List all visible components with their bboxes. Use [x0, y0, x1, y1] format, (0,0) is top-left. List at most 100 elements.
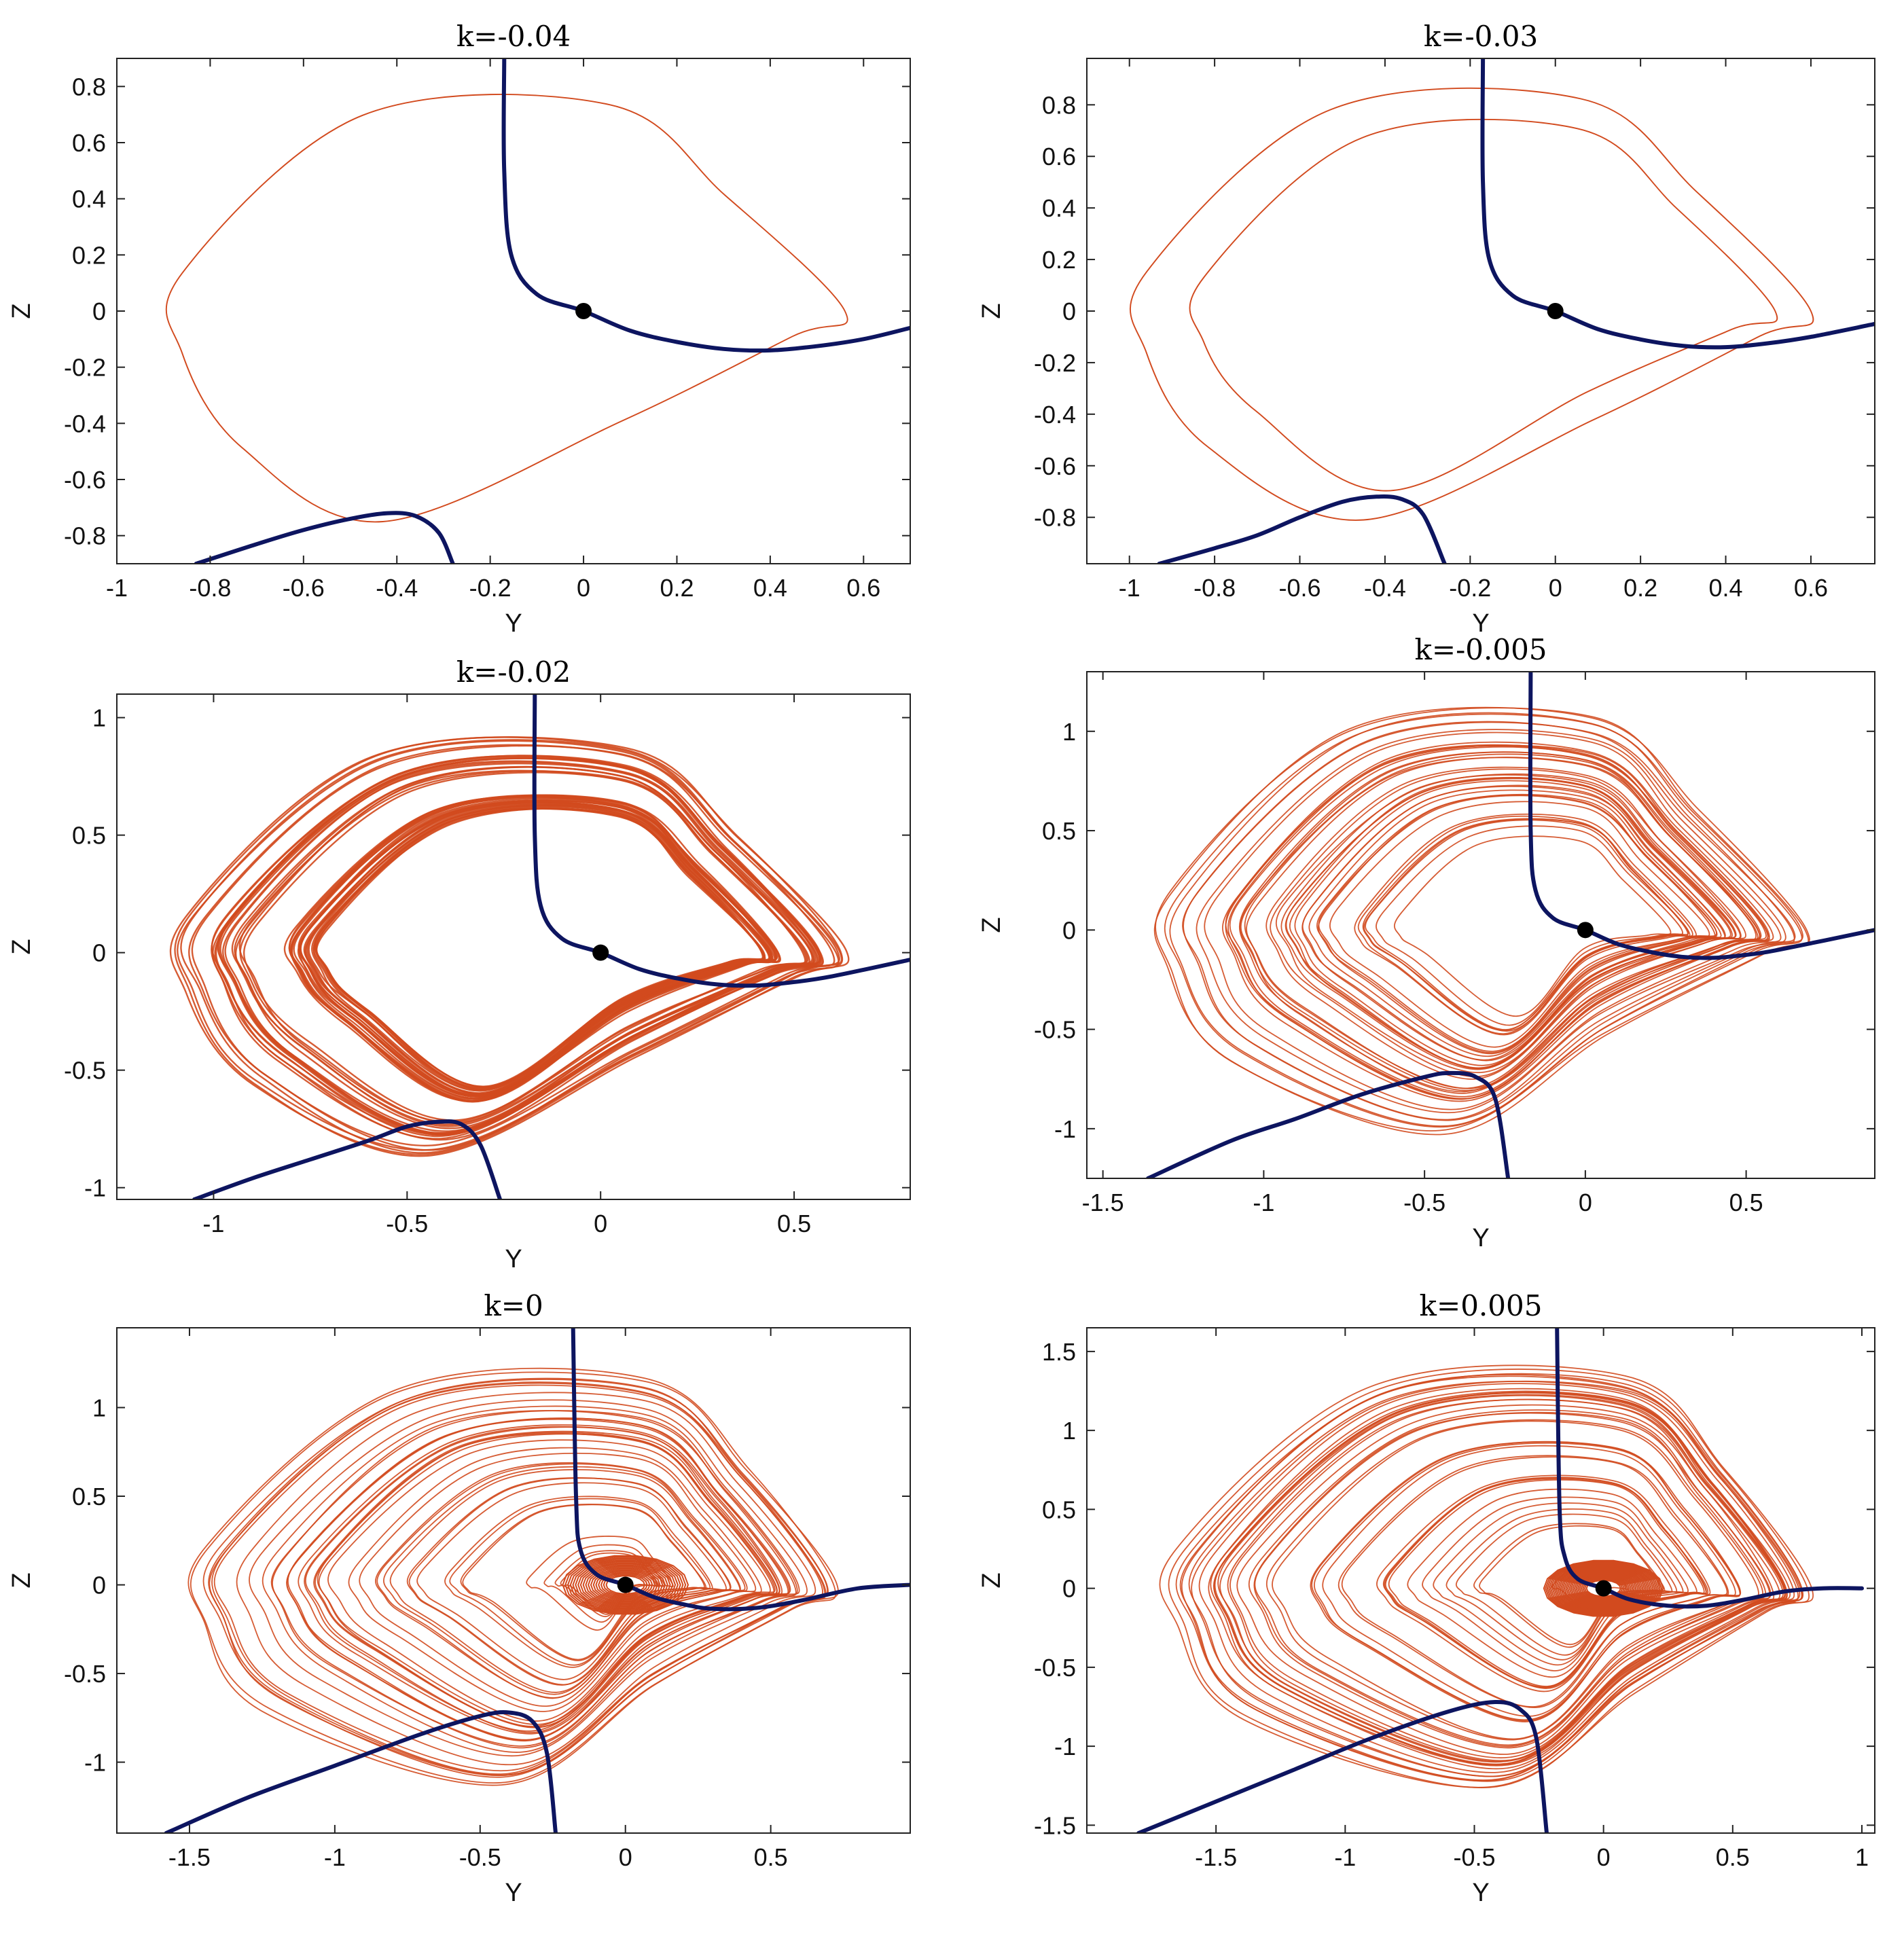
y-tick-label: 1 [92, 1394, 106, 1422]
equilibrium-point [1595, 1580, 1612, 1597]
panel-title: k=-0.03 [1424, 20, 1538, 53]
y-tick-label: 0 [92, 939, 106, 967]
y-tick-label: -0.8 [1034, 504, 1076, 532]
axes-frame [116, 58, 911, 564]
y-tick-label: 0 [1062, 916, 1076, 944]
orbit-loop [191, 744, 836, 1146]
orbit-spiral [592, 1569, 658, 1601]
y-tick-label: 0.5 [1042, 1496, 1076, 1523]
orbit-loop [270, 1410, 797, 1749]
orbit-loop [1294, 780, 1731, 1066]
axes-frame [1086, 671, 1875, 1179]
x-tick-label: 0.6 [846, 574, 880, 602]
y-tick-label: 0.5 [72, 822, 106, 850]
lower-manifold-curve [194, 511, 455, 564]
panel-title: k=0.005 [1420, 1289, 1543, 1322]
orbit-spiral [577, 1562, 674, 1608]
y-tick-label: 1 [92, 704, 106, 732]
orbit-loop [1285, 778, 1733, 1069]
x-tick-label: -0.6 [283, 574, 325, 602]
panel-6: k=0.005 -1.5 -1 -0.5 0 0.5 1 -1.5 -1 -0.5 0 0.5 1 1.5… [977, 1289, 1875, 1907]
orbit-spiral [1556, 1566, 1651, 1611]
orbit-loop [1225, 744, 1770, 1100]
orbit-loop [1341, 1456, 1728, 1709]
orbit-loop [1229, 1398, 1781, 1758]
x-axis-label: Y [1472, 1879, 1489, 1907]
orbit-loop [1183, 721, 1796, 1121]
plot-area [169, 694, 910, 1199]
orbit-spiral [1545, 1560, 1662, 1616]
orbit-loop [1227, 745, 1769, 1100]
orbit-loop [1275, 773, 1741, 1074]
upper-manifold-curve [501, 58, 910, 353]
x-tick-label: -0.8 [189, 574, 231, 602]
lower-manifold-curve [1136, 1699, 1549, 1833]
equilibrium-point [592, 944, 609, 961]
orbit-loop [1270, 768, 1742, 1078]
orbit-loop [1188, 1381, 1801, 1777]
y-axis-label: Z [977, 303, 1006, 319]
plot-area [164, 1328, 910, 1833]
lower-manifold-curve [164, 1710, 558, 1833]
y-tick-label: -0.6 [64, 466, 106, 494]
y-tick-label: 0.4 [1042, 194, 1076, 222]
orbit-spiral [600, 1572, 651, 1597]
orbit-loop [222, 762, 815, 1135]
y-tick-label: 0 [92, 297, 106, 325]
orbit-loop [1225, 744, 1770, 1100]
x-tick-label: 0.6 [1794, 574, 1828, 602]
orbit-spiral [598, 1572, 653, 1598]
orbit-loop [1240, 751, 1762, 1093]
orbit-loop [1280, 774, 1737, 1070]
orbit-loop [1236, 1404, 1775, 1755]
orbit-loop [327, 1439, 771, 1722]
x-tick-label: 0 [594, 1210, 607, 1237]
x-tick-label: -1 [202, 1210, 224, 1237]
orbit-spiral [1582, 1578, 1625, 1599]
lower-manifold-curve [1146, 1070, 1511, 1178]
orbit-loop [1272, 1420, 1759, 1740]
x-tick-label: 0.4 [753, 574, 787, 602]
orbit-loop [1196, 729, 1786, 1114]
orbit-spiral [1570, 1572, 1637, 1604]
orbit-trajectory [1159, 1364, 1814, 1788]
x-tick-label: -1 [106, 574, 128, 602]
orbit-loop [1168, 1369, 1810, 1788]
orbit-loop [375, 1462, 748, 1699]
x-tick-label: -1.5 [1195, 1843, 1237, 1871]
x-tick-label: -1 [324, 1843, 346, 1871]
y-tick-label: -0.5 [64, 1057, 106, 1085]
orbit-loop [1214, 1392, 1788, 1766]
orbit-loop [211, 755, 821, 1136]
orbit-loop [1198, 1383, 1795, 1773]
orbit-spiral [1558, 1567, 1649, 1610]
y-axis-label: Z [7, 939, 36, 954]
upper-manifold-curve [1555, 1328, 1864, 1609]
orbit-loop [305, 803, 771, 1094]
orbit-loop [1155, 707, 1810, 1132]
orbit-loop [1318, 795, 1717, 1053]
orbit-spiral [582, 1564, 668, 1606]
x-axis-label: Y [505, 1245, 522, 1273]
x-tick-label: 0 [1549, 574, 1562, 602]
orbit-loop [312, 808, 764, 1091]
y-tick-label: 0.8 [72, 73, 106, 101]
orbit-loop [1244, 757, 1757, 1089]
orbit-loop [293, 797, 777, 1100]
orbit-loop [1210, 1390, 1788, 1767]
orbit-spiral [1562, 1568, 1645, 1608]
upper-manifold-curve [532, 694, 910, 988]
x-tick-label: -1.5 [168, 1843, 211, 1871]
orbit-trajectory [1129, 87, 1814, 521]
x-axis-label: Y [505, 1879, 522, 1907]
orbit-spiral [1574, 1574, 1634, 1603]
axes-frame [116, 693, 911, 1200]
orbit-loop [1191, 1380, 1799, 1777]
orbit-loop [1365, 819, 1689, 1030]
orbit-spiral [562, 1555, 689, 1615]
y-tick-label: -0.2 [64, 354, 106, 382]
y-tick-label: -0.5 [1034, 1654, 1076, 1682]
orbit-loop [1175, 1373, 1803, 1782]
orbit-loop [288, 795, 777, 1103]
upper-manifold-curve [1480, 58, 1875, 350]
